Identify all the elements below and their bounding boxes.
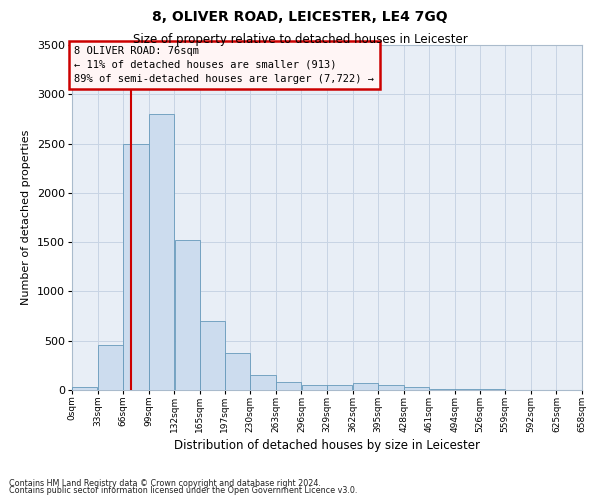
Bar xyxy=(430,388,455,390)
Text: Contains public sector information licensed under the Open Government Licence v3: Contains public sector information licen… xyxy=(9,486,358,495)
Bar xyxy=(225,352,250,390)
Bar xyxy=(327,384,352,390)
Bar xyxy=(250,375,275,390)
Bar xyxy=(175,240,200,390)
Text: 8, OLIVER ROAD, LEICESTER, LE4 7GQ: 8, OLIVER ROAD, LEICESTER, LE4 7GQ xyxy=(152,10,448,24)
X-axis label: Distribution of detached houses by size in Leicester: Distribution of detached houses by size … xyxy=(174,439,480,452)
Text: Size of property relative to detached houses in Leicester: Size of property relative to detached ho… xyxy=(133,32,467,46)
Bar xyxy=(404,387,429,390)
Bar xyxy=(455,389,480,390)
Bar xyxy=(72,387,97,390)
Y-axis label: Number of detached properties: Number of detached properties xyxy=(22,130,31,305)
Bar xyxy=(276,382,301,390)
Bar xyxy=(98,344,123,390)
Bar xyxy=(124,144,149,390)
Bar xyxy=(149,114,174,390)
Bar xyxy=(379,385,404,390)
Bar xyxy=(353,383,378,390)
Bar xyxy=(302,384,327,390)
Bar xyxy=(200,321,225,390)
Text: Contains HM Land Registry data © Crown copyright and database right 2024.: Contains HM Land Registry data © Crown c… xyxy=(9,478,321,488)
Text: 8 OLIVER ROAD: 76sqm
← 11% of detached houses are smaller (913)
89% of semi-deta: 8 OLIVER ROAD: 76sqm ← 11% of detached h… xyxy=(74,46,374,84)
Bar xyxy=(480,389,505,390)
